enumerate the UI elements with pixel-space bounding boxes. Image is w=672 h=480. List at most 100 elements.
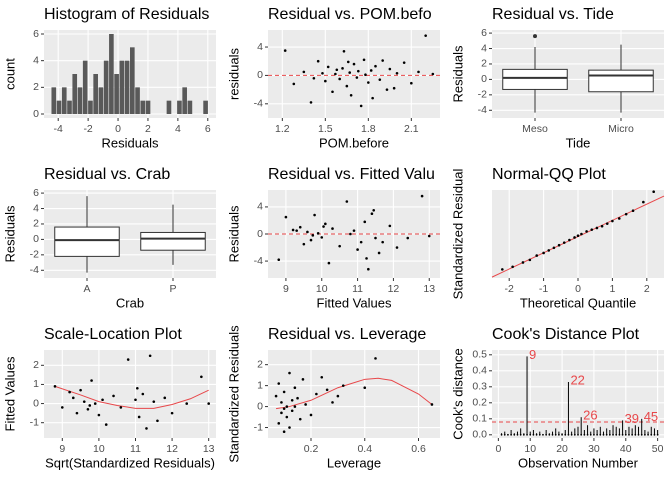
point xyxy=(304,403,307,406)
y-tick-label: 0 xyxy=(33,397,39,409)
point xyxy=(325,388,329,392)
point xyxy=(417,70,420,74)
point xyxy=(552,246,556,250)
x-tick-label: 30 xyxy=(588,443,600,455)
y-tick-label: 4 xyxy=(257,41,263,53)
point xyxy=(53,385,57,388)
y-tick-label: 0.5 xyxy=(472,349,487,361)
point xyxy=(374,64,377,68)
x-axis-title: Crab xyxy=(116,295,144,310)
point xyxy=(562,241,566,244)
x-tick-label: P xyxy=(169,283,176,295)
point xyxy=(291,228,295,232)
point xyxy=(282,390,286,394)
stem-point xyxy=(545,433,548,436)
stem-point xyxy=(519,433,522,436)
x-tick-label: 9 xyxy=(283,283,289,295)
point xyxy=(137,415,141,419)
x-tick-label: -2 xyxy=(505,283,514,295)
point xyxy=(392,86,396,90)
y-tick-label: 6 xyxy=(33,187,39,199)
stem-point xyxy=(542,433,544,436)
point xyxy=(316,232,320,235)
point xyxy=(277,258,281,262)
point xyxy=(385,88,389,91)
point xyxy=(331,227,334,230)
panel-background xyxy=(44,350,216,438)
point xyxy=(335,68,339,72)
point xyxy=(381,240,384,244)
point xyxy=(148,354,152,358)
point xyxy=(309,101,313,104)
panel-background xyxy=(268,30,440,118)
stem-point xyxy=(608,433,611,436)
point xyxy=(82,400,86,403)
point xyxy=(280,411,283,415)
point xyxy=(611,219,614,223)
point xyxy=(185,402,189,405)
y-tick-label: 2 xyxy=(257,358,263,370)
point xyxy=(372,209,376,212)
point xyxy=(365,257,368,260)
x-tick-label: 4 xyxy=(175,123,181,135)
point xyxy=(370,212,374,215)
point xyxy=(511,265,514,269)
point xyxy=(293,405,297,408)
x-axis-title: Leverage xyxy=(327,455,381,470)
x-axis-title: Theoretical Quantile xyxy=(520,295,636,310)
point xyxy=(348,71,352,74)
histogram-bar xyxy=(67,100,72,114)
histogram-bar xyxy=(203,100,208,114)
histogram-bar xyxy=(187,100,193,114)
point xyxy=(136,386,139,390)
panel-title: Histogram of Residuals xyxy=(44,6,209,23)
point xyxy=(156,419,159,423)
stem-point xyxy=(615,433,618,436)
stem-point xyxy=(532,433,535,436)
histogram-bar xyxy=(109,34,114,114)
box xyxy=(502,68,568,90)
point xyxy=(367,267,370,271)
point xyxy=(355,76,359,79)
x-tick-label: 11 xyxy=(130,443,141,455)
stem-point xyxy=(618,433,621,436)
y-tick-label: 2 xyxy=(33,359,39,371)
y-tick-label: 4 xyxy=(33,54,39,66)
point xyxy=(170,411,174,415)
y-axis-title: residuals xyxy=(226,47,241,100)
point xyxy=(521,261,525,264)
point xyxy=(288,426,291,429)
point xyxy=(362,58,366,62)
point xyxy=(93,402,97,405)
stem-point xyxy=(602,433,605,436)
y-tick-label: 0.4 xyxy=(472,365,487,377)
point xyxy=(285,415,289,419)
y-axis-title: Standardized Residual xyxy=(450,168,465,299)
panel-background xyxy=(492,350,664,438)
point xyxy=(316,59,320,63)
y-tick-label: 0 xyxy=(33,108,39,120)
point xyxy=(369,69,373,72)
box xyxy=(140,231,206,251)
point xyxy=(617,217,621,220)
point xyxy=(141,392,145,396)
x-tick-label: -2 xyxy=(83,123,92,135)
point xyxy=(427,234,431,238)
box xyxy=(588,69,654,93)
stem-point xyxy=(503,433,506,436)
point xyxy=(371,96,374,100)
point xyxy=(359,240,363,244)
point xyxy=(274,394,278,398)
point xyxy=(321,71,324,75)
x-tick-label: 13 xyxy=(423,283,435,295)
point xyxy=(88,404,92,407)
histogram-bar xyxy=(140,100,146,114)
point xyxy=(410,81,413,85)
stem-point xyxy=(656,433,659,436)
y-tick-label: -4 xyxy=(30,264,39,276)
point xyxy=(338,77,341,81)
stem-point xyxy=(612,433,614,436)
point xyxy=(331,90,334,94)
panel-title: Cook's Distance Plot xyxy=(492,326,640,343)
